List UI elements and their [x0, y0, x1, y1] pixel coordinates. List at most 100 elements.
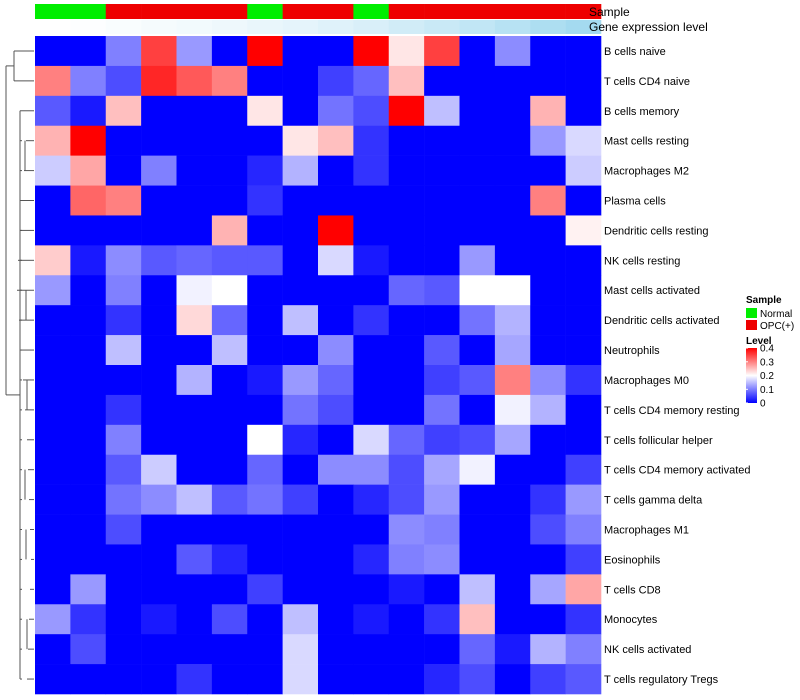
- heatmap-cell: [424, 245, 460, 276]
- gene-expression-annotation-cell: [70, 20, 107, 34]
- heatmap-cell: [494, 215, 531, 246]
- heatmap-cell: [211, 454, 248, 485]
- heatmap-cell: [388, 65, 425, 97]
- heatmap-cell: [494, 574, 531, 605]
- heatmap-cell: [459, 544, 496, 575]
- heatmap-cell: [211, 574, 248, 605]
- heatmap-cell: [459, 275, 496, 306]
- heatmap-cell: [530, 544, 566, 575]
- gene-expression-annotation-cell: [388, 20, 425, 34]
- gene-expression-annotation-cell: [353, 20, 390, 34]
- heatmap-cell: [247, 664, 283, 695]
- heatmap-cell: [353, 275, 390, 306]
- heatmap-cell: [318, 484, 354, 515]
- heatmap-cell: [70, 514, 107, 545]
- heatmap-cell: [247, 574, 283, 605]
- heatmap-cell: [70, 95, 107, 127]
- heatmap-cell: [318, 215, 354, 246]
- heatmap-cell: [247, 514, 283, 545]
- heatmap-cell: [211, 335, 248, 366]
- sample-annotation-cell: [176, 4, 213, 19]
- heatmap-cell: [565, 514, 602, 545]
- level-color-bar: [746, 348, 757, 403]
- row-label: Dendritic cells resting: [604, 225, 709, 237]
- heatmap-cell: [530, 514, 566, 545]
- heatmap-cell: [211, 604, 248, 635]
- gene-expression-annotation-cell: [141, 20, 177, 34]
- heatmap-cell: [388, 634, 425, 665]
- heatmap-cell: [211, 634, 248, 665]
- sample-annotation-cell: [565, 4, 602, 19]
- heatmap-cell: [35, 125, 71, 156]
- heatmap-cell: [424, 664, 460, 695]
- heatmap-cell: [70, 574, 107, 605]
- heatmap-cell: [35, 664, 71, 695]
- heatmap-cell: [494, 65, 531, 97]
- heatmap-cell: [530, 335, 566, 366]
- gene-expression-annotation-cell: [176, 20, 213, 34]
- heatmap-cell: [247, 544, 283, 575]
- heatmap-cell: [565, 335, 602, 366]
- heatmap-cell: [176, 544, 213, 575]
- legend: Sample Normal OPC(+) Level 0.4 0.3 0.2 0.1 0: [746, 295, 794, 410]
- heatmap-cell: [35, 155, 71, 186]
- heatmap-cell: [282, 634, 319, 665]
- heatmap-cell: [247, 335, 283, 366]
- heatmap-cell: [318, 305, 354, 336]
- heatmap-cell: [70, 215, 107, 246]
- heatmap-cell: [424, 305, 460, 336]
- heatmap-cell: [565, 634, 602, 665]
- heatmap-cell: [211, 394, 248, 426]
- heatmap-cell: [318, 155, 354, 186]
- heatmap-cell: [530, 394, 566, 426]
- heatmap-cell: [494, 424, 531, 456]
- row-label: B cells memory: [604, 106, 680, 118]
- heatmap-cell: [565, 365, 602, 396]
- heatmap-cell: [282, 664, 319, 695]
- heatmap-cell: [565, 544, 602, 575]
- heatmap-cell: [105, 604, 142, 635]
- sample-annotation-cell: [353, 4, 390, 19]
- heatmap-cell: [211, 365, 248, 396]
- heatmap-cell: [388, 484, 425, 515]
- heatmap-cell: [353, 634, 390, 665]
- heatmap-cell: [388, 544, 425, 575]
- gene-expression-annotation-cell: [424, 20, 460, 34]
- heatmap-cell: [282, 95, 319, 127]
- heatmap-cell: [70, 65, 107, 97]
- heatmap-cell: [459, 36, 496, 67]
- heatmap-cell: [459, 215, 496, 246]
- heatmap-cell: [494, 305, 531, 336]
- heatmap-cell: [530, 36, 566, 67]
- heatmap-cell: [318, 634, 354, 665]
- heatmap-cell: [388, 514, 425, 545]
- level-legend-title: Level: [746, 336, 772, 347]
- heatmap-cell: [318, 335, 354, 366]
- heatmap-cell: [459, 574, 496, 605]
- heatmap-cell: [424, 604, 460, 635]
- heatmap-cell: [141, 36, 177, 67]
- heatmap-cell: [282, 335, 319, 366]
- heatmap-cell: [282, 454, 319, 485]
- heatmap-cell: [530, 155, 566, 186]
- row-label: Dendritic cells activated: [604, 315, 720, 327]
- heatmap-cell: [176, 155, 213, 186]
- heatmap-cell: [105, 215, 142, 246]
- heatmap-cell: [35, 95, 71, 127]
- heatmap-cell: [424, 125, 460, 156]
- heatmap-cell: [318, 365, 354, 396]
- heatmap-cell: [70, 305, 107, 336]
- heatmap-cell: [565, 394, 602, 426]
- heatmap-cell: [494, 634, 531, 665]
- heatmap-cell: [565, 155, 602, 186]
- heatmap-cell: [70, 185, 107, 216]
- heatmap-cell: [494, 514, 531, 545]
- heatmap-cell: [211, 95, 248, 127]
- heatmap-cell: [211, 36, 248, 67]
- sample-annotation-cell: [459, 4, 496, 19]
- heatmap-cell: [353, 185, 390, 216]
- heatmap-cell: [318, 95, 354, 127]
- heatmap-cell: [105, 484, 142, 515]
- legend-swatch-normal: [746, 308, 757, 318]
- heatmap-cell: [176, 245, 213, 276]
